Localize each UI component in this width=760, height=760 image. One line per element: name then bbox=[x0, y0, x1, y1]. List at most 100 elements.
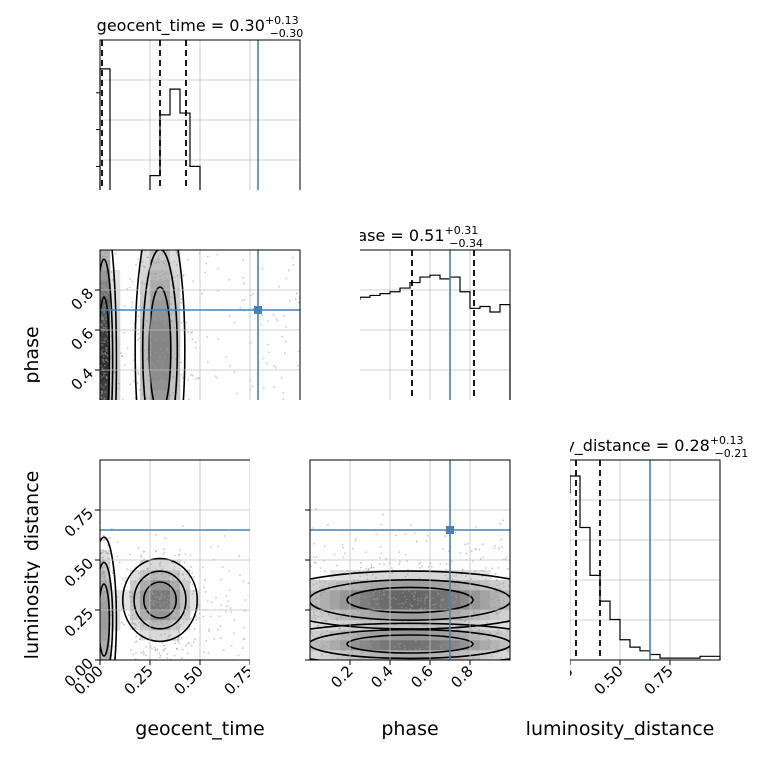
sample-point bbox=[371, 587, 374, 590]
sample-point bbox=[172, 578, 175, 581]
sample-point bbox=[486, 622, 488, 624]
sample-point bbox=[171, 591, 174, 594]
density-cell bbox=[480, 580, 491, 591]
sample-point bbox=[464, 575, 467, 577]
density-cell bbox=[140, 570, 151, 581]
sample-point bbox=[165, 264, 168, 267]
sample-point bbox=[489, 643, 492, 645]
sample-point bbox=[107, 291, 110, 293]
sample-point bbox=[397, 635, 399, 638]
density-cell bbox=[170, 560, 181, 571]
sample-point bbox=[122, 623, 125, 626]
sample-point bbox=[132, 614, 134, 617]
sample-point bbox=[101, 629, 103, 631]
density-cell bbox=[140, 270, 151, 281]
sample-point bbox=[342, 610, 344, 613]
sample-point bbox=[361, 652, 363, 654]
sample-point bbox=[152, 384, 155, 387]
density-cell bbox=[140, 330, 151, 341]
density-cell bbox=[180, 570, 191, 581]
sample-point bbox=[372, 566, 375, 569]
sample-point bbox=[181, 648, 184, 651]
density-cell bbox=[410, 620, 421, 631]
sample-point bbox=[106, 340, 109, 343]
density-cell bbox=[440, 600, 451, 611]
density-cell bbox=[320, 630, 331, 641]
sample-point bbox=[154, 620, 156, 623]
sample-point bbox=[100, 385, 103, 387]
contour-line bbox=[121, 557, 199, 643]
sample-point bbox=[103, 361, 105, 363]
sample-point bbox=[101, 603, 104, 606]
density-cell bbox=[460, 630, 471, 641]
sample-point bbox=[219, 625, 222, 627]
sample-point bbox=[169, 602, 172, 605]
sample-point bbox=[413, 531, 416, 534]
sample-point bbox=[140, 556, 143, 559]
sample-point bbox=[415, 640, 418, 642]
sample-point bbox=[380, 597, 383, 600]
sample-point bbox=[321, 620, 324, 622]
sample-point bbox=[228, 315, 231, 317]
sample-point bbox=[177, 287, 180, 290]
sample-point bbox=[504, 634, 507, 637]
density-cell bbox=[190, 600, 201, 611]
density-cell bbox=[370, 650, 381, 661]
sample-point bbox=[107, 562, 110, 564]
sample-point bbox=[497, 648, 499, 650]
sample-point bbox=[478, 657, 480, 659]
density-cell bbox=[320, 640, 331, 651]
sample-point bbox=[328, 599, 331, 602]
density-cell bbox=[160, 360, 171, 371]
sample-point bbox=[121, 578, 124, 581]
sample-point bbox=[150, 353, 152, 356]
sample-point bbox=[123, 305, 126, 308]
density-cell bbox=[160, 330, 171, 341]
density-cell bbox=[120, 600, 131, 611]
sample-point bbox=[336, 639, 339, 642]
sample-point bbox=[177, 384, 180, 387]
sample-point bbox=[155, 375, 158, 378]
sample-point bbox=[506, 556, 508, 559]
sample-point bbox=[160, 352, 163, 354]
density-cell bbox=[370, 640, 381, 651]
sample-point bbox=[200, 292, 203, 295]
sample-point bbox=[170, 303, 173, 305]
sample-point bbox=[406, 568, 409, 571]
sample-point bbox=[339, 627, 341, 630]
sample-point bbox=[168, 635, 170, 638]
sample-point bbox=[412, 638, 415, 641]
sample-point bbox=[103, 624, 106, 627]
sample-point bbox=[482, 543, 485, 546]
sample-point bbox=[315, 556, 318, 559]
sample-point bbox=[103, 310, 106, 313]
sample-point bbox=[500, 592, 503, 595]
sample-point bbox=[170, 590, 173, 592]
sample-point bbox=[387, 596, 390, 599]
sample-point bbox=[124, 364, 126, 366]
clip-mask bbox=[40, 190, 360, 250]
sample-point bbox=[398, 551, 401, 554]
sample-point bbox=[177, 629, 180, 632]
sample-point bbox=[179, 568, 181, 570]
density-cell bbox=[170, 260, 181, 271]
sample-point bbox=[157, 585, 160, 588]
sample-point bbox=[149, 335, 152, 338]
sample-point bbox=[175, 580, 178, 583]
sample-point bbox=[471, 633, 474, 636]
sample-point bbox=[456, 646, 459, 649]
sample-point bbox=[336, 564, 338, 567]
sample-point bbox=[103, 275, 105, 278]
sample-point bbox=[324, 619, 327, 622]
sample-point bbox=[117, 387, 119, 390]
density-cell bbox=[460, 600, 471, 611]
sample-point bbox=[105, 272, 108, 275]
ylabel-phase: phase bbox=[21, 326, 43, 383]
sample-point bbox=[242, 580, 245, 583]
sample-point bbox=[158, 381, 161, 384]
sample-point bbox=[161, 608, 164, 611]
density-cell bbox=[110, 380, 121, 391]
density-cell bbox=[150, 600, 161, 611]
sample-point bbox=[507, 650, 509, 653]
sample-point bbox=[379, 621, 382, 623]
